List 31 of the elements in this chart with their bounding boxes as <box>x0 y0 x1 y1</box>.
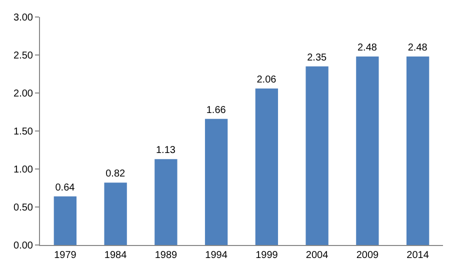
y-tick-label: 1.00 <box>14 164 34 176</box>
bar <box>406 56 430 245</box>
bar <box>154 159 178 245</box>
x-tick-label: 2014 <box>406 250 430 261</box>
y-tick-label: 0.00 <box>14 240 34 252</box>
x-tick-label: 1989 <box>154 250 178 261</box>
bar <box>356 56 379 245</box>
y-tick-label: 3.00 <box>14 12 34 24</box>
x-tick-label: 2004 <box>306 250 329 261</box>
data-label: 0.64 <box>55 182 76 194</box>
bar <box>54 196 77 245</box>
bar <box>306 66 328 245</box>
bar <box>104 182 127 245</box>
x-tick-label: 2009 <box>356 250 379 261</box>
y-tick-label: 1.50 <box>14 126 34 138</box>
data-label: 2.06 <box>256 74 277 86</box>
data-label: 2.48 <box>408 42 428 54</box>
y-tick-label: 2.50 <box>14 50 34 62</box>
bar <box>204 118 228 245</box>
data-label: 2.48 <box>357 42 378 54</box>
y-tick-label: 2.00 <box>14 88 34 100</box>
x-tick-label: 1979 <box>54 250 77 261</box>
x-tick-label: 1994 <box>205 250 228 261</box>
y-tick-label: 0.50 <box>14 202 34 214</box>
data-label: 0.82 <box>106 168 126 180</box>
data-label: 1.66 <box>206 104 226 116</box>
x-tick-label: 1999 <box>256 250 278 261</box>
data-label: 2.35 <box>307 52 328 64</box>
x-tick-label: 1984 <box>104 250 128 261</box>
bar <box>255 88 278 245</box>
data-label: 1.13 <box>156 145 176 156</box>
